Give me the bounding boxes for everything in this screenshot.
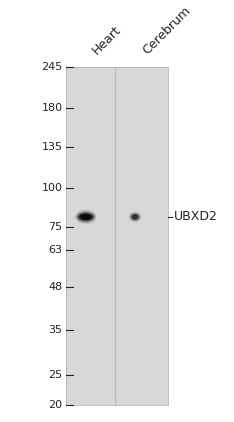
Bar [66,67,168,406]
Text: 75: 75 [48,222,63,232]
Text: UBXD2: UBXD2 [174,211,218,223]
Ellipse shape [75,209,96,225]
Text: Cerebrum: Cerebrum [140,4,193,57]
Text: 135: 135 [42,142,63,152]
Text: 245: 245 [41,62,63,72]
Ellipse shape [131,214,139,220]
Ellipse shape [129,211,141,222]
Text: 20: 20 [48,400,63,410]
Text: 25: 25 [48,370,63,380]
Text: 48: 48 [48,282,63,292]
Text: 180: 180 [42,103,63,113]
Ellipse shape [77,212,94,222]
Ellipse shape [80,214,91,219]
Ellipse shape [79,214,93,220]
Ellipse shape [130,213,140,221]
Text: 100: 100 [42,183,63,193]
Text: 63: 63 [49,245,63,255]
Text: 35: 35 [49,325,63,335]
Ellipse shape [76,211,96,223]
Text: Heart: Heart [89,23,123,57]
Ellipse shape [132,215,138,219]
